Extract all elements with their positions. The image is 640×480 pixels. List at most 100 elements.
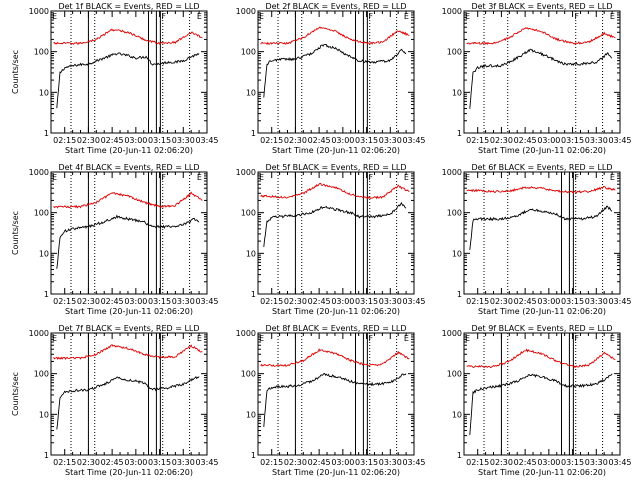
x-tick-label: 03:45 (608, 458, 631, 467)
x-tick-label: 03:15 (561, 297, 584, 306)
subplot-title: Det 5f BLACK = Events, RED = LLD (265, 163, 406, 172)
y-tick-label: 1000 (442, 168, 462, 177)
y-tick-label: 1000 (29, 329, 49, 338)
y-tick-label: 100 (34, 370, 49, 379)
event-marker-label: F (161, 12, 166, 21)
x-axis-label: Start Time (20-Jun-11 02:06:20) (272, 307, 400, 316)
y-tick-label: 10 (246, 249, 256, 258)
y-tick-label: 100 (447, 209, 462, 218)
plot-frame (257, 332, 415, 456)
y-tick-label: 100 (241, 48, 256, 57)
event-marker-label: E (610, 334, 615, 343)
x-tick-label: 03:15 (561, 136, 584, 145)
x-tick-label: 03:15 (561, 458, 584, 467)
x-tick-label: 03:45 (195, 136, 218, 145)
lld-series-line (53, 28, 203, 45)
lld-series-line (260, 26, 410, 46)
x-tick-label: 03:45 (195, 458, 218, 467)
subplot-9: Det 9f BLACK = Events, RED = LLD 1 10 100 10… (442, 324, 632, 477)
y-tick-label: 10 (39, 88, 49, 97)
y-tick-label: 1000 (236, 168, 256, 177)
x-tick-label: 03:30 (585, 297, 608, 306)
x-axis-label: Start Time (20-Jun-11 02:06:20) (478, 468, 606, 477)
events-series-line (263, 373, 407, 428)
x-tick-label: 02:30 (284, 458, 307, 467)
events-series-line (263, 201, 407, 248)
x-tick-label: 02:30 (77, 136, 100, 145)
x-tick-label: 03:15 (148, 136, 171, 145)
y-tick-label: 10 (246, 88, 256, 97)
subplot-4: Det 4f BLACK = Events, RED = LLD 1 10 100 10… (11, 163, 219, 316)
x-tick-label: 03:15 (148, 297, 171, 306)
x-tick-label: 03:00 (331, 458, 354, 467)
plot-frame (257, 10, 415, 134)
x-tick-label: 03:15 (355, 458, 378, 467)
subplot-title: Det 6f BLACK = Events, RED = LLD (471, 163, 612, 172)
events-series-line (469, 48, 613, 109)
x-tick-label: 02:30 (490, 297, 513, 306)
y-tick-label: 1 (44, 290, 49, 299)
y-tick-label: 100 (447, 48, 462, 57)
x-tick-label: 02:30 (77, 297, 100, 306)
subplot-3: Det 3f BLACK = Events, RED = LLD 1 10 100 10… (442, 2, 632, 155)
event-marker-label: E (404, 12, 409, 21)
events-series-line (469, 373, 613, 436)
y-tick-label: 10 (39, 410, 49, 419)
event-marker-label: E (259, 334, 264, 343)
x-tick-label: 02:45 (308, 458, 331, 467)
y-tick-label: 100 (34, 48, 49, 57)
event-marker-label: E (465, 173, 470, 182)
x-tick-label: 02:15 (466, 458, 489, 467)
x-tick-label: 03:30 (379, 458, 402, 467)
plot-frame (463, 332, 621, 456)
y-tick-label: 1 (457, 451, 462, 460)
plot-frame (50, 332, 208, 456)
event-marker-label: E (259, 12, 264, 21)
y-tick-label: 1 (44, 451, 49, 460)
x-tick-label: 02:15 (53, 297, 76, 306)
x-axis-label: Start Time (20-Jun-11 02:06:20) (65, 146, 193, 155)
x-tick-label: 03:45 (195, 297, 218, 306)
x-tick-label: 02:45 (308, 136, 331, 145)
x-tick-label: 02:15 (260, 136, 283, 145)
subplot-8: Det 8f BLACK = Events, RED = LLD 1 10 100 10… (236, 324, 426, 477)
subplot-title: Det 2f BLACK = Events, RED = LLD (265, 2, 406, 11)
subplot-6: Det 6f BLACK = Events, RED = LLD 1 10 100 10… (442, 163, 632, 316)
x-tick-label: 03:45 (608, 297, 631, 306)
subplot-7: Det 7f BLACK = Events, RED = LLD 1 10 100 10… (11, 324, 219, 477)
x-tick-label: 03:30 (585, 136, 608, 145)
y-tick-label: 1000 (442, 7, 462, 16)
plot-frame (463, 171, 621, 295)
y-tick-label: 10 (246, 410, 256, 419)
event-marker-label: E (197, 12, 202, 21)
plot-frame (50, 10, 208, 134)
x-axis-label: Start Time (20-Jun-11 02:06:20) (65, 307, 193, 316)
x-tick-label: 02:30 (490, 136, 513, 145)
event-marker-label: F (161, 334, 166, 343)
y-tick-label: 100 (34, 209, 49, 218)
x-tick-label: 03:00 (537, 136, 560, 145)
y-tick-label: 100 (241, 370, 256, 379)
x-tick-label: 02:30 (490, 458, 513, 467)
event-marker-label: E (259, 173, 264, 182)
subplot-title: Det 3f BLACK = Events, RED = LLD (471, 2, 612, 11)
subplot-5: Det 5f BLACK = Events, RED = LLD 1 10 100 10… (236, 163, 426, 316)
y-axis-label: Counts/sec (11, 211, 20, 255)
events-series-line (56, 375, 200, 430)
events-series-line (56, 52, 200, 109)
x-tick-label: 03:45 (402, 136, 425, 145)
x-tick-label: 02:45 (101, 458, 124, 467)
x-tick-label: 02:15 (53, 136, 76, 145)
event-marker-label: E (52, 173, 57, 182)
plot-frame (463, 10, 621, 134)
x-tick-label: 03:45 (608, 136, 631, 145)
y-tick-label: 10 (452, 410, 462, 419)
lld-series-line (53, 191, 203, 209)
y-tick-label: 10 (452, 88, 462, 97)
y-tick-label: 1 (44, 129, 49, 138)
x-tick-label: 03:00 (537, 458, 560, 467)
x-tick-label: 03:30 (172, 297, 195, 306)
x-tick-label: 02:45 (514, 458, 537, 467)
y-tick-label: 1 (457, 129, 462, 138)
